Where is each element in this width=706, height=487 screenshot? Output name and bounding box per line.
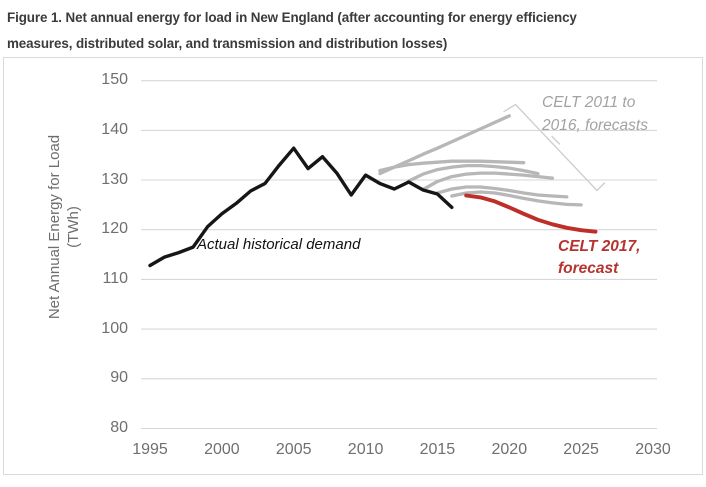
y-tick-label-120: 120 [101, 220, 128, 238]
chart-container [3, 57, 703, 475]
forecast-range-bracket [503, 103, 606, 192]
gridlines [141, 80, 657, 430]
x-tick-label-2020: 2020 [491, 441, 528, 458]
y-tick-label-150: 150 [101, 71, 128, 89]
series-line-celt-2014-forecast [421, 171, 555, 192]
annotation-celt-2017-forecast: CELT 2017, forecast [558, 236, 640, 280]
y-tick-label-110: 110 [102, 269, 128, 287]
x-tick-label-2030: 2030 [635, 441, 671, 458]
y-axis-title: Net Annual Energy for Load (TWh) [45, 135, 83, 319]
y-tick-label-140: 140 [101, 120, 128, 138]
annotation-actual-historical-demand: Actual historical demand [197, 236, 361, 253]
data-series-group [148, 114, 598, 268]
figure-title-line-1: Figure 1. Net annual energy for load in … [7, 10, 577, 25]
x-tick-label-2000: 2000 [204, 441, 240, 458]
series-line-celt-2011-forecast [378, 114, 511, 176]
x-tick-label-2025: 2025 [563, 441, 599, 458]
annotation-celt-2017-line-1: CELT 2017, [558, 238, 641, 255]
annotation-celt-2017-line-2: forecast [558, 260, 619, 277]
x-tick-label-2010: 2010 [347, 441, 384, 458]
series-line-celt-2016-forecast [450, 190, 583, 207]
y-axis-title-line-1: Net Annual Energy for Load [46, 134, 63, 320]
series-line-celt-2012-forecast [378, 159, 526, 173]
series-line-celt-2015-forecast [435, 185, 569, 199]
y-axis-title-line-2: (TWh) [65, 206, 82, 248]
y-tick-label-80: 80 [110, 419, 128, 436]
series-line-actual-historical-demand [148, 146, 454, 268]
y-tick-label-130: 130 [101, 170, 128, 188]
y-tick-label-100: 100 [101, 319, 128, 337]
annotation-celt-2011-2016-line-2: 2016, forecasts [542, 116, 648, 134]
series-line-celt-2017-forecast [464, 193, 598, 234]
x-tick-label-1995: 1995 [132, 441, 168, 458]
series-line-celt-2013-forecast [407, 163, 540, 183]
annotation-celt-2011-2016-forecasts: CELT 2011 to 2016, forecasts [542, 92, 648, 137]
figure-title-line-2: measures, distributed solar, and transmi… [7, 36, 448, 51]
figure-title: Figure 1. Net annual energy for load in … [7, 5, 703, 57]
x-tick-label-2005: 2005 [275, 441, 312, 458]
x-tick-label-2015: 2015 [419, 441, 456, 458]
y-tick-label-90: 90 [110, 369, 128, 387]
annotation-celt-2011-2016-line-1: CELT 2011 to [542, 94, 636, 111]
